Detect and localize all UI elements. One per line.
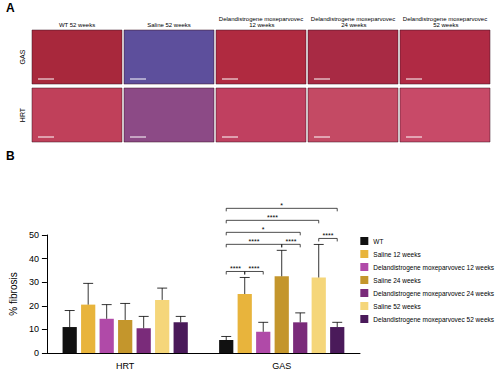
svg-text:20: 20 (29, 301, 39, 311)
svg-text:Delandistrogene moxeparvovec 1: Delandistrogene moxeparvovec 12 weeks (373, 264, 494, 272)
svg-text:0: 0 (34, 348, 39, 358)
svg-text:****: **** (267, 214, 278, 221)
svg-text:GAS: GAS (19, 49, 26, 64)
svg-text:*: * (280, 202, 283, 209)
svg-text:Saline 24 weeks: Saline 24 weeks (373, 277, 421, 284)
svg-text:GAS: GAS (272, 361, 291, 371)
svg-text:Saline 52 weeks: Saline 52 weeks (147, 22, 191, 28)
svg-text:****: **** (249, 265, 260, 272)
svg-text:50: 50 (29, 230, 39, 240)
svg-text:52 weeks: 52 weeks (431, 22, 458, 28)
svg-text:30: 30 (29, 277, 39, 287)
svg-text:HRT: HRT (19, 107, 26, 122)
svg-text:WT 52 weeks: WT 52 weeks (59, 22, 95, 28)
svg-text:Delandistrogene moxeparvovec 5: Delandistrogene moxeparvovec 52 weeks (373, 316, 494, 324)
svg-text:*: * (262, 226, 265, 233)
svg-text:10: 10 (29, 324, 39, 334)
svg-text:Saline 52 weeks: Saline 52 weeks (373, 303, 421, 310)
svg-text:WT: WT (373, 238, 383, 245)
svg-text:% fibrosis: % fibrosis (8, 272, 19, 315)
svg-text:24 weeks: 24 weeks (339, 22, 366, 28)
svg-text:****: **** (323, 232, 334, 239)
svg-text:Delandistrogene moxeparvovec: Delandistrogene moxeparvovec (310, 16, 396, 22)
svg-text:40: 40 (29, 254, 39, 264)
svg-text:Delandistrogene moxeparvovec: Delandistrogene moxeparvovec (402, 16, 488, 22)
svg-text:Saline 12 weeks: Saline 12 weeks (373, 251, 421, 258)
svg-text:12 weeks: 12 weeks (247, 22, 274, 28)
svg-text:****: **** (249, 238, 260, 245)
svg-text:HRT: HRT (116, 361, 135, 371)
svg-text:****: **** (230, 265, 241, 272)
svg-text:****: **** (286, 238, 297, 245)
svg-text:Delandistrogene moxeparvovec 2: Delandistrogene moxeparvovec 24 weeks (373, 290, 494, 298)
svg-text:A: A (6, 1, 15, 15)
svg-text:Delandistrogene moxeparvovec: Delandistrogene moxeparvovec (218, 16, 304, 22)
svg-text:B: B (6, 149, 15, 163)
